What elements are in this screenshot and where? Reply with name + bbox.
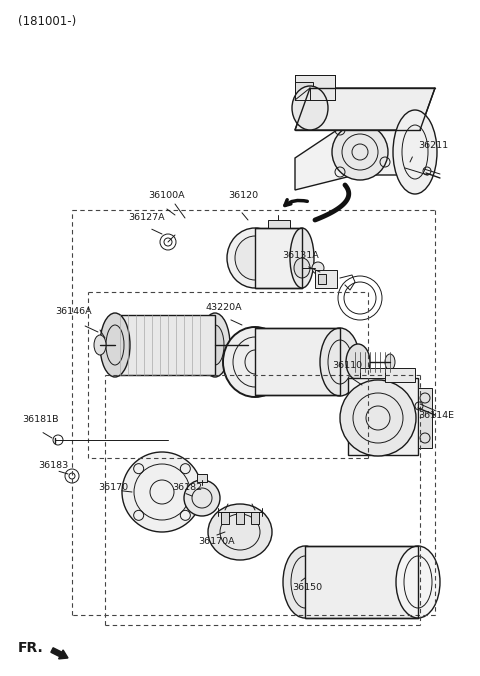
Bar: [318, 274, 326, 284]
Bar: [236, 512, 244, 524]
Polygon shape: [295, 88, 435, 130]
Polygon shape: [255, 328, 340, 395]
Bar: [295, 82, 313, 94]
Circle shape: [312, 262, 324, 274]
Text: 36146A: 36146A: [55, 308, 92, 316]
Ellipse shape: [206, 325, 224, 365]
Polygon shape: [268, 220, 290, 228]
Circle shape: [332, 124, 388, 180]
Text: 36170A: 36170A: [198, 537, 235, 546]
Text: 36181B: 36181B: [22, 416, 59, 425]
Text: 43220A: 43220A: [205, 304, 241, 312]
Ellipse shape: [100, 313, 130, 377]
Text: 36150: 36150: [292, 583, 322, 592]
Polygon shape: [348, 378, 418, 455]
Text: 36170: 36170: [98, 483, 128, 493]
Text: (181001-): (181001-): [18, 16, 76, 28]
Text: 36182: 36182: [172, 483, 202, 493]
Polygon shape: [360, 368, 395, 378]
Text: FR.: FR.: [18, 641, 44, 655]
Text: 36211: 36211: [418, 141, 448, 149]
Ellipse shape: [283, 546, 327, 618]
Bar: [221, 512, 229, 524]
Ellipse shape: [346, 344, 370, 380]
Bar: [315, 270, 337, 288]
FancyArrow shape: [51, 648, 68, 659]
Ellipse shape: [385, 354, 395, 370]
Ellipse shape: [223, 327, 287, 397]
Ellipse shape: [227, 228, 283, 288]
Ellipse shape: [396, 546, 440, 618]
Ellipse shape: [208, 504, 272, 560]
Circle shape: [184, 480, 220, 516]
Circle shape: [122, 452, 202, 532]
Circle shape: [340, 380, 416, 456]
Polygon shape: [305, 546, 418, 618]
Text: 36100A: 36100A: [148, 191, 185, 199]
Ellipse shape: [200, 313, 230, 377]
Polygon shape: [115, 315, 215, 375]
Polygon shape: [385, 368, 415, 382]
Text: 36127A: 36127A: [128, 214, 165, 222]
Bar: [197, 474, 207, 482]
Text: 36131A: 36131A: [282, 251, 319, 260]
Text: 36110: 36110: [332, 360, 362, 370]
Ellipse shape: [235, 236, 275, 280]
Ellipse shape: [290, 228, 314, 288]
Text: 36114E: 36114E: [418, 410, 454, 420]
Ellipse shape: [320, 328, 360, 396]
Polygon shape: [418, 388, 432, 448]
Polygon shape: [255, 228, 302, 288]
Ellipse shape: [94, 335, 106, 355]
Ellipse shape: [294, 258, 310, 278]
Polygon shape: [295, 75, 335, 100]
Ellipse shape: [393, 110, 437, 194]
Text: 36120: 36120: [228, 191, 258, 201]
Bar: [251, 512, 259, 524]
Text: 36183: 36183: [38, 460, 68, 470]
Polygon shape: [295, 118, 420, 190]
Ellipse shape: [243, 337, 253, 353]
Ellipse shape: [292, 86, 328, 130]
